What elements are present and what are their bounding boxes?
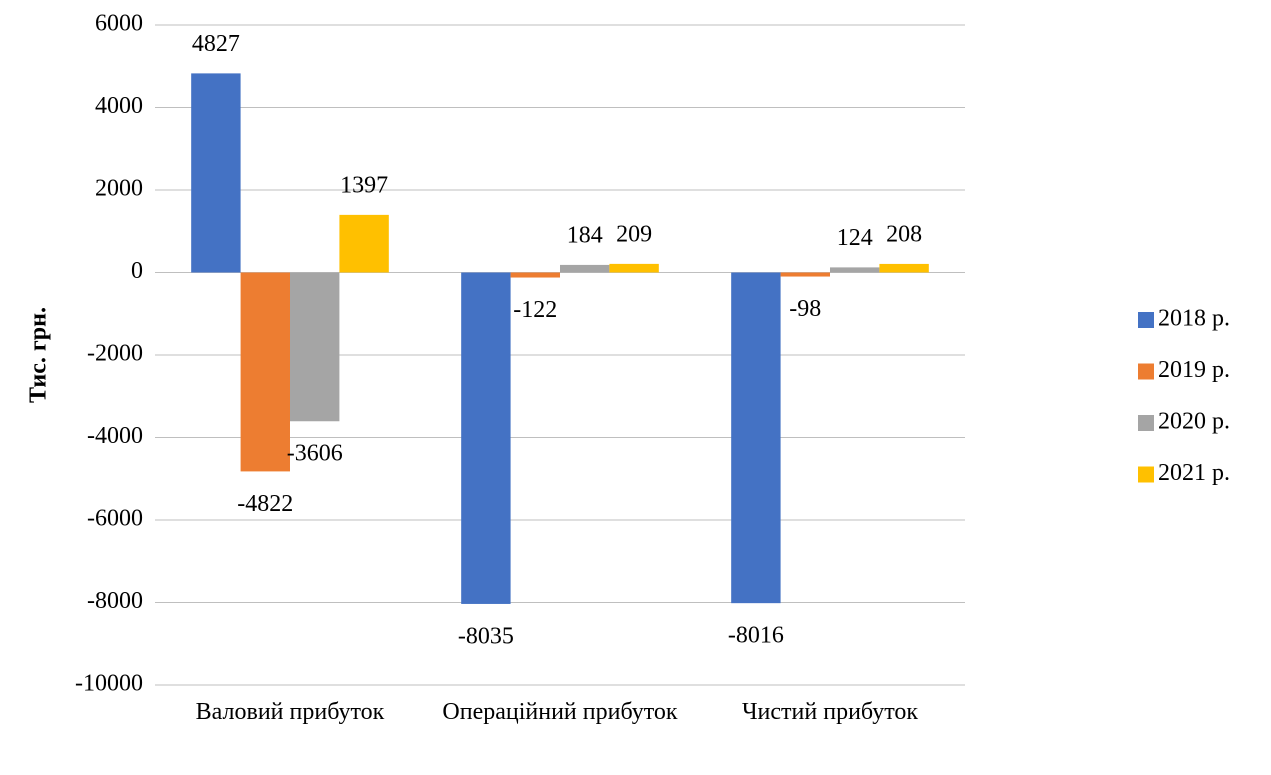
data-label: -8016 [728, 623, 784, 649]
legend-label: 2021 р. [1158, 460, 1230, 486]
y-tick-label: -2000 [87, 341, 143, 367]
data-label: -4822 [237, 491, 293, 517]
legend-swatch [1138, 466, 1154, 483]
bar [830, 267, 880, 273]
y-tick-label: 4000 [95, 93, 143, 119]
data-label: -122 [513, 297, 557, 323]
data-label: 208 [886, 221, 922, 247]
legend-label: 2020 р. [1158, 409, 1230, 435]
y-tick-label: -6000 [87, 506, 143, 532]
legend-swatch [1138, 312, 1154, 328]
bar [240, 272, 290, 472]
legend-swatch [1138, 363, 1154, 380]
y-tick-label: -10000 [75, 671, 143, 697]
legend-label: 2018 р. [1158, 306, 1230, 332]
y-tick-label: 6000 [95, 11, 143, 37]
legend-swatch [1138, 415, 1154, 431]
data-label: -98 [789, 296, 821, 322]
bar [290, 272, 340, 422]
y-tick-label: 2000 [95, 176, 143, 202]
bar [461, 272, 511, 604]
data-label: 184 [567, 222, 603, 248]
bar [510, 272, 560, 278]
x-tick-label: Чистий прибуток [741, 699, 919, 725]
data-label: -3606 [287, 441, 343, 467]
bar [879, 263, 929, 273]
data-label: 209 [616, 221, 652, 247]
x-tick-label: Операційний прибуток [442, 699, 678, 725]
y-tick-label: -4000 [87, 423, 143, 449]
y-tick-label: 0 [131, 258, 143, 284]
data-label: -8035 [458, 623, 514, 649]
data-label: 4827 [192, 31, 240, 57]
bar [560, 264, 610, 273]
bar [780, 272, 830, 277]
y-tick-label: -8000 [87, 588, 143, 614]
legend-label: 2019 р. [1158, 357, 1230, 383]
bar [731, 272, 781, 604]
bar [339, 214, 389, 273]
data-label: 1397 [340, 172, 388, 198]
x-tick-label: Валовий прибуток [195, 699, 385, 725]
bar [609, 263, 659, 273]
bar [191, 73, 241, 273]
data-label: 124 [837, 225, 873, 251]
y-axis-title: Тис. грн. [26, 307, 52, 403]
